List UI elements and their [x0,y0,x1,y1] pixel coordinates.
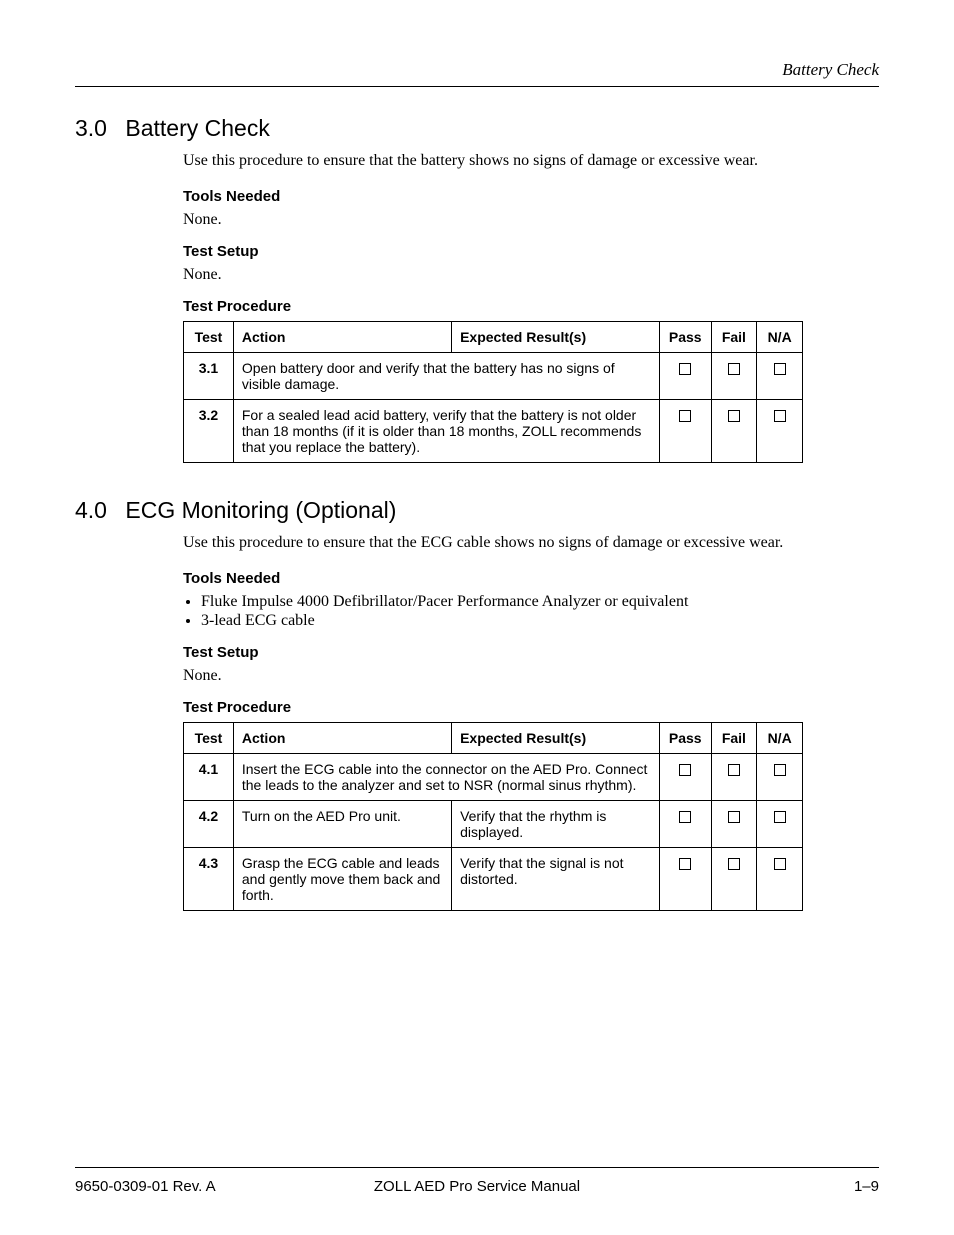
procedure-heading: Test Procedure [183,699,879,716]
section-body-3: Use this procedure to ensure that the ba… [183,152,879,463]
th-expected: Expected Result(s) [452,723,660,754]
procedure-table-4: Test Action Expected Result(s) Pass Fail… [183,722,803,911]
intro-text: Use this procedure to ensure that the ba… [183,152,879,170]
table-row: 3.2 For a sealed lead acid battery, veri… [184,400,803,463]
cell-pass[interactable] [659,400,711,463]
intro-text: Use this procedure to ensure that the EC… [183,534,879,552]
tools-list: Fluke Impulse 4000 Defibrillator/Pacer P… [201,593,879,630]
th-fail: Fail [711,723,757,754]
checkbox-icon [774,363,786,375]
tools-none: None. [183,211,879,229]
th-action: Action [233,322,451,353]
th-test: Test [184,322,234,353]
section-heading-3: 3.0 Battery Check [75,115,879,142]
footer-right: 1–9 [854,1178,879,1195]
checkbox-icon [728,811,740,823]
cell-action-merged: For a sealed lead acid battery, verify t… [233,400,659,463]
table-header-row: Test Action Expected Result(s) Pass Fail… [184,322,803,353]
footer-left: 9650-0309-01 Rev. A [75,1178,216,1195]
checkbox-icon [679,764,691,776]
checkbox-icon [774,410,786,422]
checkbox-icon [679,410,691,422]
tools-list-item: 3-lead ECG cable [201,612,879,630]
page-footer: 9650-0309-01 Rev. A ZOLL AED Pro Service… [75,1167,879,1195]
th-expected: Expected Result(s) [452,322,660,353]
table-header-row: Test Action Expected Result(s) Pass Fail… [184,723,803,754]
checkbox-icon [774,858,786,870]
table-row: 4.2 Turn on the AED Pro unit. Verify tha… [184,801,803,848]
cell-na[interactable] [757,400,803,463]
checkbox-icon [679,811,691,823]
checkbox-icon [774,811,786,823]
cell-test: 3.2 [184,400,234,463]
cell-fail[interactable] [711,754,757,801]
checkbox-icon [679,363,691,375]
cell-na[interactable] [757,353,803,400]
table-row: 3.1 Open battery door and verify that th… [184,353,803,400]
cell-test: 4.3 [184,848,234,911]
running-head: Battery Check [75,60,879,87]
cell-pass[interactable] [659,754,711,801]
cell-na[interactable] [757,848,803,911]
th-action: Action [233,723,451,754]
cell-fail[interactable] [711,400,757,463]
section-heading-4: 4.0 ECG Monitoring (Optional) [75,497,879,524]
cell-fail[interactable] [711,353,757,400]
checkbox-icon [728,410,740,422]
section-title: Battery Check [125,115,269,141]
setup-heading: Test Setup [183,644,879,661]
th-pass: Pass [659,322,711,353]
cell-fail[interactable] [711,848,757,911]
checkbox-icon [774,764,786,776]
cell-fail[interactable] [711,801,757,848]
th-na: N/A [757,322,803,353]
cell-expected: Verify that the signal is not distorted. [452,848,660,911]
cell-test: 3.1 [184,353,234,400]
tools-list-item: Fluke Impulse 4000 Defibrillator/Pacer P… [201,593,879,611]
th-pass: Pass [659,723,711,754]
table-row: 4.1 Insert the ECG cable into the connec… [184,754,803,801]
cell-test: 4.1 [184,754,234,801]
cell-action: Grasp the ECG cable and leads and gently… [233,848,451,911]
cell-na[interactable] [757,754,803,801]
table-row: 4.3 Grasp the ECG cable and leads and ge… [184,848,803,911]
th-na: N/A [757,723,803,754]
page: Battery Check 3.0 Battery Check Use this… [0,0,954,1235]
setup-heading: Test Setup [183,243,879,260]
procedure-heading: Test Procedure [183,298,879,315]
cell-test: 4.2 [184,801,234,848]
cell-pass[interactable] [659,848,711,911]
checkbox-icon [728,858,740,870]
th-test: Test [184,723,234,754]
cell-action-merged: Insert the ECG cable into the connector … [233,754,659,801]
cell-pass[interactable] [659,801,711,848]
tools-heading: Tools Needed [183,570,879,587]
cell-pass[interactable] [659,353,711,400]
section-number: 4.0 [75,497,119,524]
tools-heading: Tools Needed [183,188,879,205]
section-body-4: Use this procedure to ensure that the EC… [183,534,879,911]
section-number: 3.0 [75,115,119,142]
cell-expected: Verify that the rhythm is displayed. [452,801,660,848]
section-title: ECG Monitoring (Optional) [125,497,396,523]
cell-action-merged: Open battery door and verify that the ba… [233,353,659,400]
procedure-table-3: Test Action Expected Result(s) Pass Fail… [183,321,803,463]
setup-text: None. [183,667,879,685]
th-fail: Fail [711,322,757,353]
cell-action: Turn on the AED Pro unit. [233,801,451,848]
checkbox-icon [728,363,740,375]
setup-text: None. [183,266,879,284]
checkbox-icon [679,858,691,870]
checkbox-icon [728,764,740,776]
cell-na[interactable] [757,801,803,848]
